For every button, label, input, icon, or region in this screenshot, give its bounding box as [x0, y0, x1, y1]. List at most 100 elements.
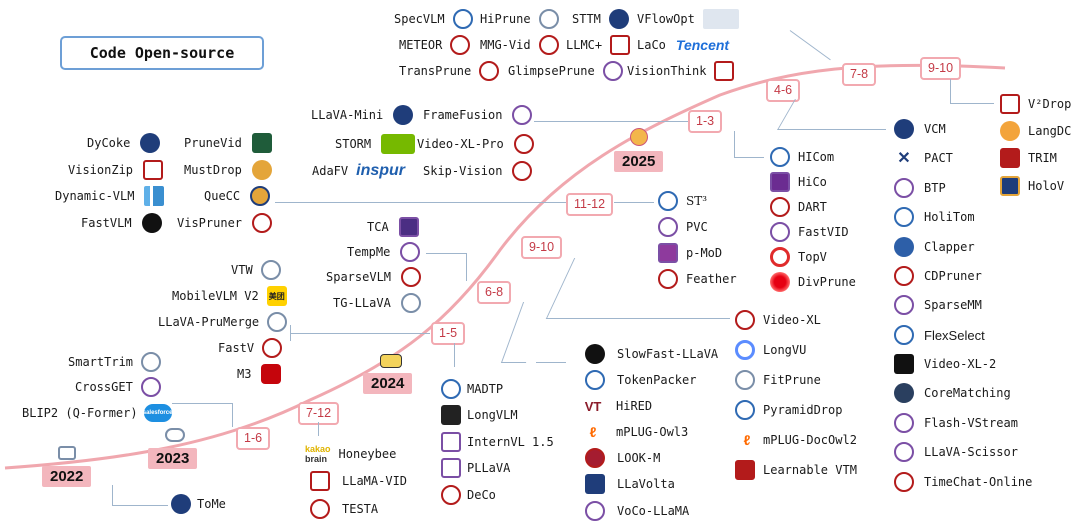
- period-2024-11-12: 11-12: [566, 193, 614, 216]
- paper-feather: Feather: [658, 268, 737, 290]
- inspur-logo-icon: inspur: [356, 162, 406, 179]
- virginia-tech-logo-icon: VT: [584, 398, 602, 414]
- paper-voco-llama: VoCo-LLaMA: [585, 500, 689, 522]
- paper-pyramiddrop: PyramidDrop: [735, 399, 842, 421]
- paper-clapper: Clapper: [894, 236, 975, 258]
- period-2024-1-5: 1-5: [431, 322, 466, 345]
- paper-glimpseprune: GlimpsePrune: [508, 60, 623, 82]
- university-logo-icon: [141, 352, 162, 372]
- university-logo-icon: [513, 134, 534, 154]
- paper-trim: TRIM: [1000, 147, 1057, 169]
- paper-fitprune: FitPrune: [735, 369, 821, 391]
- university-logo-icon: [1000, 94, 1020, 114]
- diagram-title: Code Open-source: [60, 36, 264, 70]
- paper-pact: ✕ PACT: [894, 147, 953, 169]
- period-2024-9-10: 9-10: [521, 236, 563, 259]
- paper-crossget: CrossGET: [75, 376, 161, 398]
- paper-cdpruner: CDPruner: [894, 265, 982, 287]
- university-logo-icon: [251, 133, 272, 153]
- university-logo-icon: [658, 243, 678, 263]
- paper-tg-llava: TG-LLaVA: [333, 292, 421, 314]
- university-logo-icon: [400, 242, 421, 262]
- university-logo-icon: [602, 61, 623, 81]
- apple-logo-icon: [141, 213, 162, 233]
- paper-llava-mini: LLaVA-Mini: [311, 104, 414, 126]
- paper-st3: ST³: [658, 190, 707, 212]
- university-logo-icon: [310, 499, 330, 519]
- paper-pllava: PLLaVA: [441, 457, 510, 479]
- huawei-logo-icon: [770, 272, 790, 292]
- university-logo-icon: [585, 448, 605, 468]
- paper-flash-vstream: Flash-VStream: [894, 412, 1018, 434]
- meituan-logo-icon: 美团: [266, 286, 287, 306]
- university-logo-icon: [585, 501, 605, 521]
- alibaba-logo-icon: ℓ: [589, 424, 597, 440]
- paper-llava-scissor: LLaVA-Scissor: [894, 441, 1018, 463]
- paper-tokenpacker: TokenPacker: [585, 369, 696, 391]
- apple-logo-icon: [585, 344, 605, 364]
- university-logo-icon: [894, 472, 914, 492]
- university-logo-icon: [894, 413, 914, 433]
- university-logo-icon: [770, 222, 790, 242]
- university-logo-icon: [261, 364, 282, 384]
- paper-pvc: PVC: [658, 216, 708, 238]
- university-logo-icon: [610, 35, 631, 55]
- paper-video-xl: Video-XL: [735, 309, 821, 331]
- paper-hired: VT HiRED: [578, 395, 652, 417]
- paper-fastvlm: FastVLM: [81, 212, 162, 234]
- university-logo-icon: [441, 432, 461, 452]
- paper-tome: ToMe: [171, 493, 226, 515]
- paper-flexselect: FlexSelect: [894, 324, 985, 346]
- university-logo-icon: [393, 105, 414, 125]
- paper-specvlm: SpecVLM: [394, 8, 473, 30]
- university-logo-icon: [251, 160, 272, 180]
- university-logo-icon: [770, 172, 790, 192]
- paper-visionzip: VisionZip: [68, 159, 164, 181]
- university-logo-icon: [608, 9, 629, 29]
- university-logo-icon: [894, 119, 914, 139]
- year-2025: 2025: [614, 151, 664, 172]
- university-logo-icon: [735, 310, 755, 330]
- paper-mplug-docowl2: ℓ mPLUG-DocOwl2: [735, 429, 857, 451]
- paper-llmc-plus: LLMC+: [566, 34, 631, 56]
- paper-adafv: AdaFV inspur: [312, 162, 406, 179]
- paper-divprune: DivPrune: [770, 271, 856, 293]
- alibaba-logo-icon: ℓ: [743, 432, 751, 448]
- paper-holitom: HoliTom: [894, 206, 975, 228]
- paper-visionthink: VisionThink: [627, 60, 735, 82]
- university-logo-icon: [585, 370, 605, 390]
- university-logo-icon: [401, 267, 422, 287]
- rocket-icon: [630, 128, 648, 146]
- paper-video-xl-2: Video-XL-2: [894, 353, 996, 375]
- paper-video-xl-pro: Video-XL-Pro: [417, 133, 534, 155]
- university-logo-icon: [262, 338, 283, 358]
- paper-madtp: MADTP: [441, 378, 503, 400]
- university-logo-icon: [894, 383, 914, 403]
- paper-learnable-vtm: Learnable VTM: [735, 459, 857, 481]
- university-logo-icon: [894, 207, 914, 227]
- university-logo-icon: [894, 178, 914, 198]
- car-icon: [380, 354, 402, 368]
- paper-transprune: TransPrune: [399, 60, 500, 82]
- university-logo-icon: [735, 460, 755, 480]
- period-2025-9-10: 9-10: [920, 57, 962, 80]
- paper-tempme: TempMe: [347, 241, 421, 263]
- year-2023: 2023: [148, 448, 198, 469]
- paper-dycoke: DyCoke: [87, 132, 161, 154]
- paper-laco: LaCo Tencent: [637, 37, 730, 53]
- university-logo-icon: [714, 61, 735, 81]
- paper-vflowopt: VFlowOpt: [637, 8, 739, 30]
- university-logo-icon: [260, 260, 281, 280]
- paper-langdc: LangDC: [1000, 120, 1071, 142]
- paper-mustdrop: MustDrop: [184, 159, 272, 181]
- university-logo-icon: [479, 61, 500, 81]
- university-logo-icon: [658, 217, 678, 237]
- paper-internvl: InternVL 1.5: [441, 431, 554, 453]
- paper-corematching: CoreMatching: [894, 382, 1011, 404]
- year-2022: 2022: [42, 466, 92, 487]
- university-logo-icon: [538, 9, 559, 29]
- period-2025-7-8: 7-8: [842, 63, 877, 86]
- period-2025-4-6: 4-6: [766, 79, 801, 102]
- university-logo-icon: [441, 485, 461, 505]
